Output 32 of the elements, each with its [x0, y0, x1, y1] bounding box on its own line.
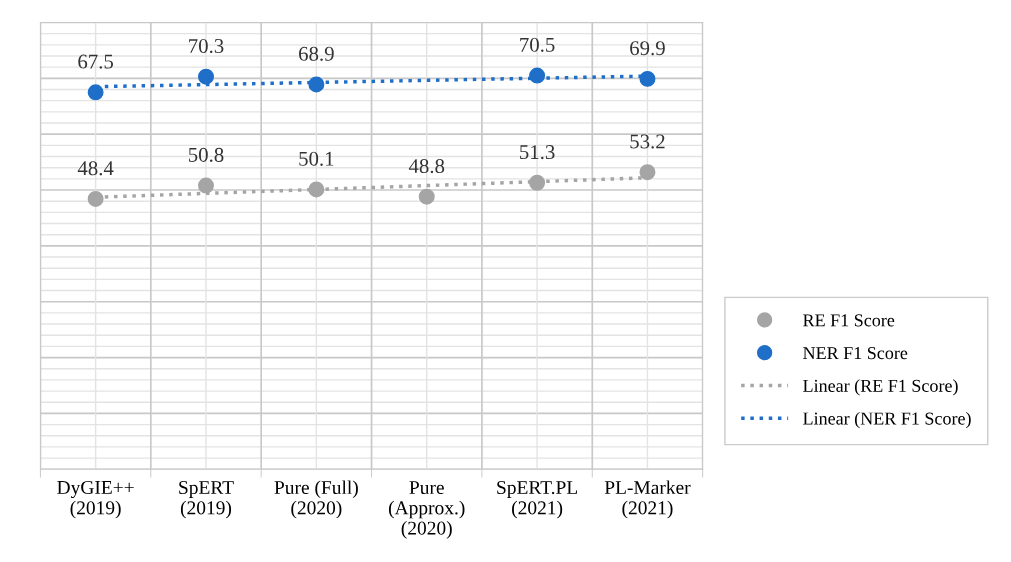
point — [87, 84, 104, 101]
data-label: 50.8 — [188, 147, 224, 162]
data-label: 67.5 — [78, 54, 114, 69]
data-label: 70.3 — [189, 38, 224, 54]
x-tick-label: Pure (Approx.) (2020) — [388, 481, 465, 539]
data-label: 53.2 — [630, 134, 665, 149]
data-label: 48.4 — [77, 161, 114, 176]
data-label: 51.3 — [520, 145, 555, 160]
point — [308, 181, 325, 198]
legend-label: RE F1 Score — [803, 314, 895, 327]
point — [87, 190, 104, 207]
x-tick-label: DyGIE++ (2019) — [57, 480, 134, 519]
x-tick-label: Pure (Full) (2020) — [274, 480, 358, 519]
data-label: 50.1 — [299, 151, 334, 166]
data-label: 69.9 — [630, 41, 665, 56]
x-tick-label: SpERT (2019) — [179, 481, 234, 519]
data-label: 48.8 — [408, 158, 445, 174]
point — [418, 188, 435, 205]
point — [639, 70, 656, 87]
data-label: 68.9 — [299, 46, 334, 61]
point — [639, 164, 656, 181]
legend-label: Linear (NER F1 Score) — [803, 411, 971, 429]
point — [198, 68, 214, 85]
x-tick-label: SpERT.PL (2021) — [497, 481, 578, 519]
x-tick-label: PL-Marker (2021) — [604, 480, 691, 519]
legend-label: Linear (RE F1 Score) — [803, 379, 958, 396]
legend-label: NER F1 Score — [803, 347, 908, 360]
point — [308, 76, 325, 93]
point — [198, 177, 214, 194]
point — [529, 174, 546, 191]
data-label: 70.5 — [520, 37, 555, 52]
point — [529, 67, 546, 84]
